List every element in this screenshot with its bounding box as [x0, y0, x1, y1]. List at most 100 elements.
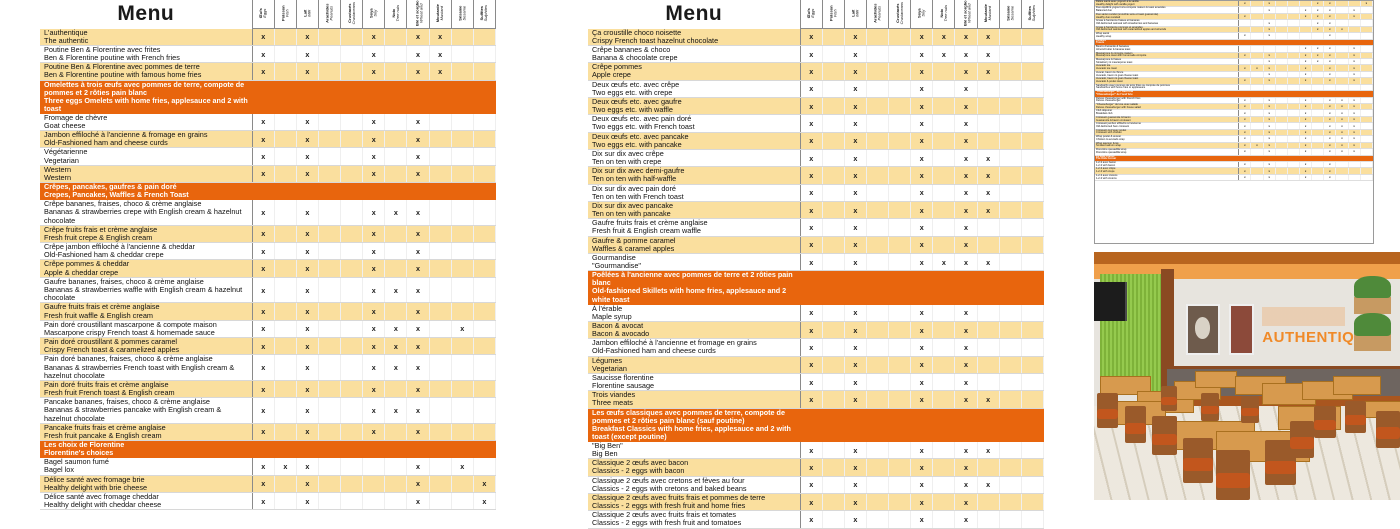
allergen-mark-cell — [1275, 58, 1288, 66]
item-name-en: Vegetarian — [592, 363, 627, 373]
menu-item-row: Avocado, bacon & goat cheese toast Avocad… — [1095, 78, 1374, 85]
item-name-fr: Gourmandise — [592, 252, 636, 262]
allergen-mark-cell — [1335, 58, 1349, 66]
allergen-mark-cell — [932, 493, 956, 512]
allergen-mark-cell — [429, 259, 452, 278]
allergen-mark-cell — [1275, 97, 1288, 105]
item-name-fr: Crêpe bananes, fraises, choco & crème an… — [44, 199, 202, 209]
item-name-fr: Délice santé avec fromage cheddar — [44, 491, 159, 501]
section-spacer-cell — [274, 80, 297, 114]
menu-item-row: Dix sur dix avec pain doré Ten on ten wit… — [588, 184, 1045, 202]
allergen-label-en: Crustaceans — [351, 2, 357, 25]
allergen-mark-cell: x — [954, 218, 978, 237]
allergen-mark-cell — [340, 337, 364, 356]
allergen-mark-cell — [888, 236, 912, 254]
allergen-mark-cell: x — [1263, 1, 1276, 8]
allergen-mark-cell: x — [844, 45, 867, 64]
allergen-label-en: Milk — [854, 10, 860, 18]
allergen-mark-cell: x — [844, 441, 867, 460]
allergen-mark-cell: x — [1263, 122, 1276, 130]
section-spacer-cell — [822, 270, 845, 305]
menu-item-name: Classique 2 œufs avec bacon Classics - 2 … — [588, 459, 801, 477]
menu-item-row: Crêpe pommes & cheddar Apple & cheddar cr… — [40, 259, 497, 278]
menu-item-row: Gourmandise "Gourmandise" x x x x x x — [588, 252, 1045, 272]
allergen-mark-cell: x — [1299, 135, 1313, 143]
allergen-mark-cell — [888, 373, 912, 392]
section-spacer-cell — [1311, 90, 1325, 98]
menu-item-name: À l'érable Maple syrup — [588, 304, 801, 322]
allergen-mark-cell — [451, 380, 474, 399]
photo-chair-seat — [1216, 472, 1251, 488]
page-title-middle: Menu — [588, 0, 801, 29]
allergen-mark-cell — [451, 302, 474, 321]
section-spacer-cell — [1275, 155, 1288, 162]
allergen-mark-cell: x — [844, 28, 867, 46]
section-spacer-cell — [1335, 39, 1349, 47]
section-spacer-cell — [274, 440, 297, 459]
allergen-label-en: Sulphites — [1031, 5, 1037, 22]
allergen-mark-cell — [888, 45, 912, 64]
allergen-mark-cell: x — [1348, 58, 1361, 66]
allergen-mark-cell: x — [800, 166, 823, 185]
allergen-mark-cell: x — [1323, 13, 1337, 21]
allergen-mark-cell — [1311, 109, 1325, 117]
section-spacer-cell — [429, 80, 452, 114]
menu-item-name: Poutine Ben & Florentine avec frites Ben … — [40, 45, 253, 64]
allergen-mark-cell — [999, 493, 1022, 512]
section-spacer-cell — [1287, 39, 1301, 47]
allergen-mark-cell — [473, 320, 497, 339]
allergen-mark-cell: x — [954, 493, 978, 512]
allergen-mark-cell: x — [800, 149, 823, 168]
allergen-mark-cell — [340, 277, 364, 304]
menu-item-name: Florentine quesadilla wrap Florentine que… — [1095, 148, 1240, 156]
allergen-mark-cell — [822, 218, 845, 237]
item-name-en: "Gourmandise" — [592, 261, 641, 271]
allergen-mark-cell — [1348, 32, 1361, 40]
section-spacer-cell — [318, 80, 342, 114]
allergen-mark-cell: x — [362, 320, 386, 339]
item-name-fr: Crêpe pommes & cheddar — [44, 259, 130, 269]
allergen-mark-cell: x — [954, 97, 978, 116]
allergen-mark-cell: x — [252, 242, 275, 261]
menu-item-name: Poutine Ben & Florentine avec pommes de … — [40, 63, 253, 81]
allergen-label-en: Sesame — [461, 6, 467, 21]
menu-item-name: Wrap santé Healthy wrap — [1095, 32, 1240, 40]
section-spacer-cell — [888, 408, 912, 442]
allergen-mark-cell: x — [1323, 26, 1337, 34]
section-title: Crêpes, pancakes, gaufres & pain doré Cre… — [40, 183, 253, 201]
allergen-mark-cell — [429, 423, 452, 442]
item-name-en: Deluxe cheeseburger — [1096, 99, 1121, 103]
item-name-en: Crispy French toast hazelnut chocolate — [592, 35, 719, 45]
section-spacer-cell — [1275, 90, 1288, 98]
allergen-mark-cell: x — [296, 225, 319, 244]
menu-item-name: Croissant jambon effiloché à l'ancienne O… — [1095, 123, 1240, 130]
allergen-mark-cell: x — [800, 97, 823, 116]
allergen-mark-cell — [362, 492, 386, 511]
menu-item-row: Pancake bananes, fraises, choco & crème … — [40, 398, 497, 424]
item-name-en: Mascarpone toast with homemade compote — [1096, 54, 1147, 58]
item-name-fr: Les œufs classiques avec pommes de terre… — [592, 407, 785, 425]
allergen-mark-cell — [822, 166, 845, 185]
allergen-mark-cell — [274, 423, 297, 442]
allergen-mark-cell: x — [1263, 161, 1276, 169]
allergen-mark-cell — [822, 390, 845, 409]
item-name-en: Ten on ten with half-waffle — [592, 174, 677, 184]
allergen-mark-cell: x — [1323, 122, 1337, 130]
allergen-header-peanuts: Arachides Peanuts — [317, 0, 342, 29]
photo-chair-seat — [1097, 408, 1119, 420]
allergen-mark-cell — [1021, 28, 1045, 46]
allergen-mark-cell: x — [406, 492, 430, 511]
allergen-mark-cell: x — [844, 356, 867, 374]
allergen-mark-cell — [384, 113, 408, 132]
allergen-mark-cell: x — [1250, 64, 1264, 72]
menu-item-row: Deux œufs etc. avec crêpe Two eggs etc. w… — [588, 80, 1045, 98]
allergen-mark-cell: x — [1238, 103, 1252, 111]
allergen-header-peanuts: Arachides Peanuts — [865, 0, 890, 29]
allergen-mark-cell — [822, 201, 845, 220]
menu-item-name: Végétarienne Vegetarian — [40, 148, 253, 166]
allergen-mark-cell — [822, 132, 845, 150]
allergen-mark-cell — [1287, 142, 1301, 150]
allergen-mark-cell — [999, 356, 1022, 374]
allergen-mark-cell: x — [1299, 97, 1313, 105]
allergen-mark-cell — [977, 338, 1000, 357]
